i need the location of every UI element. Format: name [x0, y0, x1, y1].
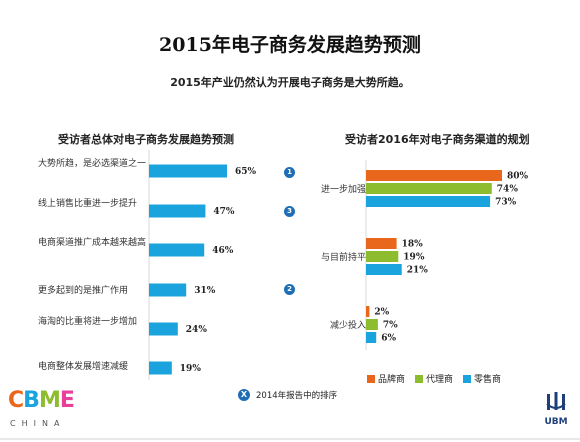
left-category-label: 大势所趋，是必选渠道之一: [38, 159, 147, 169]
right-category-label: 与目前持平: [320, 253, 366, 263]
legend-item-agent: 代理商: [415, 372, 453, 385]
right-bar-retail: [366, 264, 402, 275]
legend-item-retail: 零售商: [463, 372, 501, 385]
left-chart-title: 受访者总体对电子商务发展趋势预测: [58, 133, 234, 146]
left-bar: [149, 164, 227, 178]
right-bar-retail: [366, 196, 491, 207]
left-bar-value-label: 47%: [213, 207, 235, 217]
right-bar-value-label: 18%: [402, 240, 424, 250]
right-bar-value-label: 80%: [507, 172, 529, 182]
right-bar-value-label: 19%: [403, 253, 425, 263]
right-category-label: 进一步加强: [320, 185, 366, 195]
right-bar-value-label: 2%: [374, 308, 389, 318]
legend-item-brand: 品牌商: [367, 372, 405, 385]
left-category-label: 海淘的比重将进一步增加: [38, 317, 138, 327]
right-category-label: 减少投入: [329, 321, 366, 331]
rank-2014-badge: 2: [284, 284, 295, 295]
left-category-label: 电商整体发展增速减缓: [38, 362, 129, 372]
ubm-text: UBM: [544, 417, 568, 427]
page-subtitle: 2015年产业仍然认为开展电子商务是大势所趋。: [170, 76, 410, 89]
right-bar-value-label: 7%: [383, 321, 398, 331]
left-bar: [149, 361, 172, 375]
left-category-label: 线上销售比重进一步提升: [38, 199, 138, 209]
cbme-logo: CBME: [8, 388, 75, 413]
left-bar-value-label: 24%: [186, 325, 208, 335]
cbme-letter: E: [59, 388, 75, 413]
rank-2014-badge: 3: [284, 206, 295, 217]
cbme-letter: B: [23, 388, 40, 413]
left-bar: [149, 204, 206, 218]
legend-swatch-brand: [367, 375, 375, 383]
right-bar-value-label: 21%: [407, 266, 429, 276]
right-bar-chart: 80% 74% 73% 18% 19% 21% 2% 7% 6%: [365, 160, 529, 350]
right-bar-brand: [366, 238, 397, 249]
legend-label: 代理商: [426, 375, 454, 385]
right-bar-agent: [366, 319, 378, 330]
left-category-label: 电商渠道推广成本越来越高: [38, 238, 147, 248]
right-bar-value-label: 6%: [381, 334, 396, 344]
left-bar-value-label: 65%: [235, 167, 257, 177]
ubm-emblem-icon: [546, 392, 566, 410]
left-bar-value-label: 19%: [180, 364, 202, 374]
left-bar: [149, 322, 178, 336]
left-bar: [149, 283, 187, 297]
cbme-letter: C: [8, 388, 24, 413]
footer-line: [0, 438, 580, 440]
right-bar-agent: [366, 183, 492, 194]
right-bar-value-label: 73%: [495, 198, 517, 208]
left-bar-value-label: 31%: [194, 286, 216, 296]
right-bar-agent: [366, 251, 399, 262]
legend-label: 零售商: [474, 375, 502, 385]
page-title: 2015年电子商务发展趋势预测: [159, 34, 421, 56]
left-bar-value-label: 46%: [212, 246, 234, 256]
left-bar-chart: 65% 47% 46% 31% 24% 19%: [148, 150, 257, 380]
right-bar-brand: [366, 170, 502, 181]
legend-swatch-retail: [463, 375, 471, 383]
ubm-logo: UBM: [540, 392, 572, 427]
rank-legend-note: 2014年报告中的排序: [256, 391, 338, 401]
right-bar-value-label: 74%: [497, 185, 519, 195]
left-category-label: 更多起到的是推广作用: [38, 286, 129, 296]
right-bar-brand: [366, 306, 370, 317]
cbme-china-text: CHINA: [10, 419, 66, 428]
legend-swatch-agent: [415, 375, 423, 383]
cbme-letter: M: [38, 388, 61, 413]
right-bar-retail: [366, 332, 377, 343]
left-bar: [149, 243, 205, 257]
right-chart-title: 受访者2016年对电子商务渠道的规划: [345, 133, 530, 146]
rank-2014-badge: 1: [284, 167, 295, 178]
rank-legend-badge: X: [238, 389, 250, 401]
legend-label: 品牌商: [378, 375, 406, 385]
